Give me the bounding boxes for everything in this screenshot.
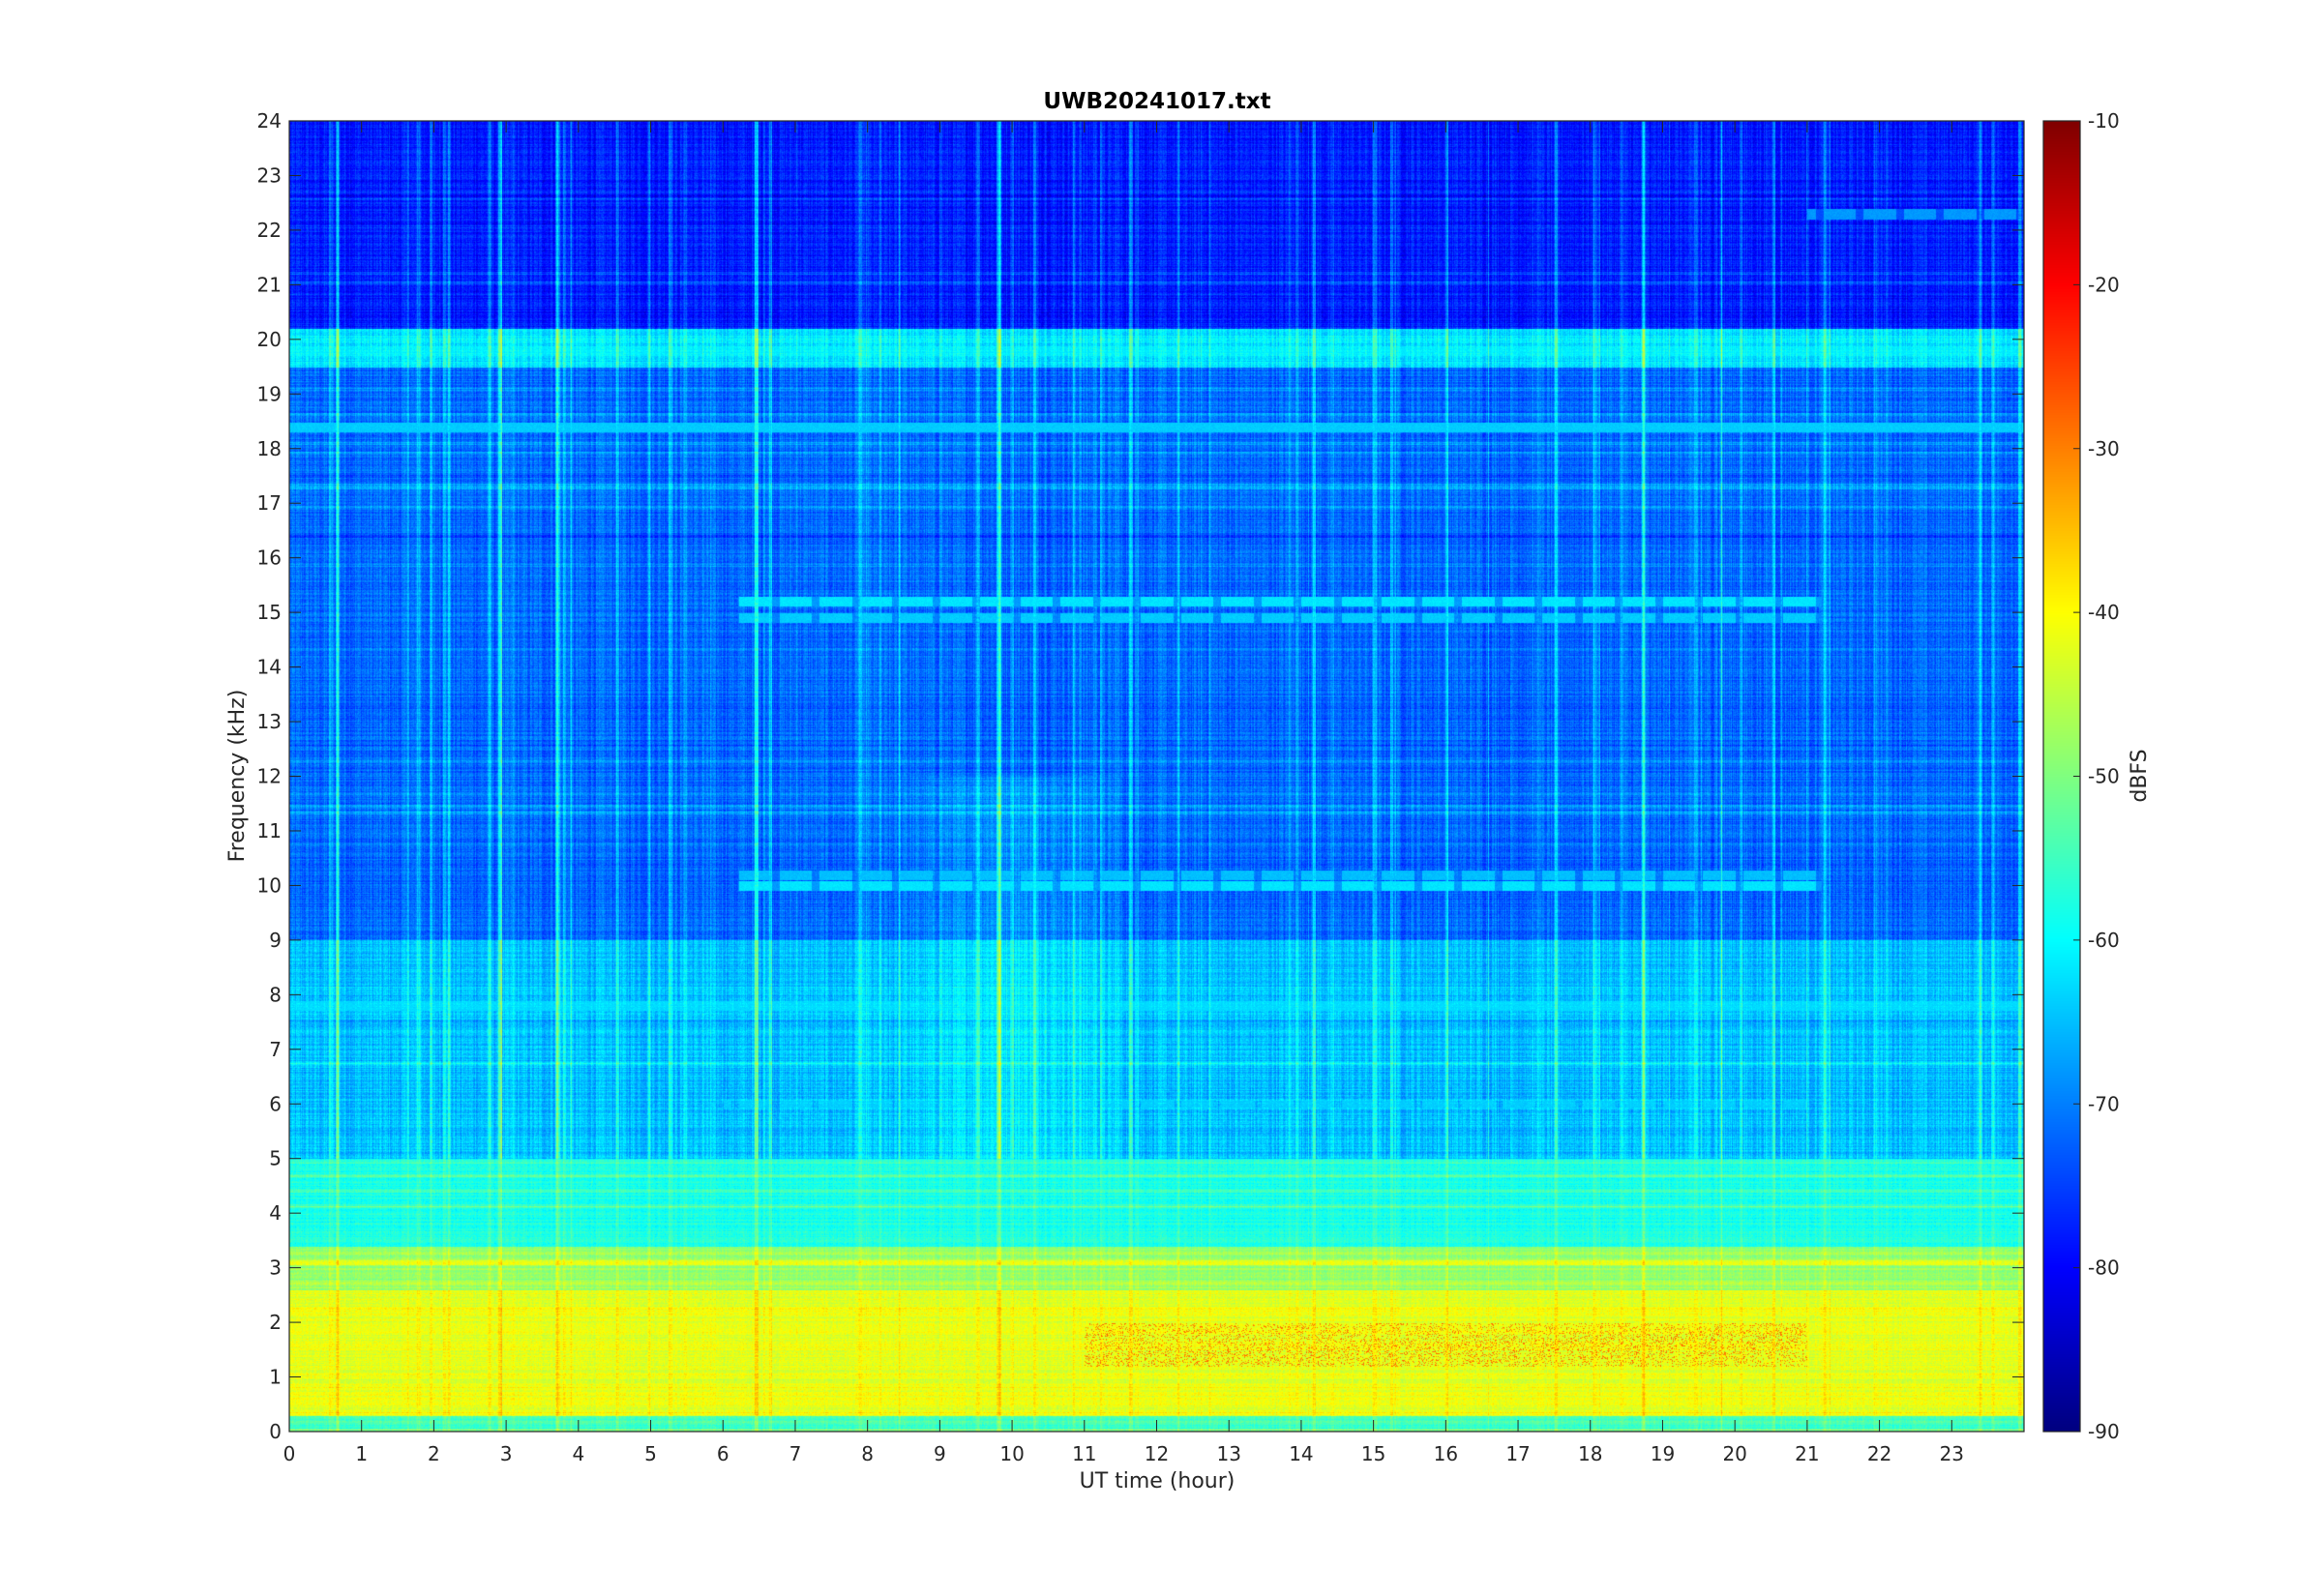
- y-tick-label: 22: [257, 219, 282, 242]
- x-tick-label: 8: [861, 1442, 874, 1465]
- x-tick-label: 6: [717, 1442, 729, 1465]
- colorbar-tick-label: -90: [2088, 1420, 2120, 1443]
- x-tick-label: 9: [934, 1442, 946, 1465]
- x-tick-label: 23: [1940, 1442, 1964, 1465]
- x-tick-label: 1: [355, 1442, 368, 1465]
- y-axis-label: Frequency (kHz): [225, 690, 250, 863]
- plot-frame: [288, 120, 2025, 1433]
- x-tick-label: 20: [1722, 1442, 1746, 1465]
- colorbar-tick-label: -60: [2088, 929, 2120, 952]
- colorbar-tick-label: -40: [2088, 601, 2120, 624]
- y-tick-label: 19: [257, 382, 282, 405]
- y-tick-label: 2: [269, 1311, 282, 1334]
- colorbar-tick-label: -50: [2088, 765, 2120, 788]
- x-tick-label: 17: [1505, 1442, 1530, 1465]
- x-tick-label: 11: [1072, 1442, 1096, 1465]
- x-axis-ticks: 0 1 2 3 4 5 6 7 8 9 10 11 12 13 14 15 16 17 18 19 20 21 22 23: [283, 121, 1964, 1465]
- x-tick-label: 2: [428, 1442, 440, 1465]
- y-tick-label: 10: [257, 873, 282, 897]
- colorbar-tick-label: -70: [2088, 1092, 2120, 1115]
- x-tick-label: 15: [1361, 1442, 1385, 1465]
- y-tick-label: 3: [269, 1256, 282, 1280]
- x-tick-label: 7: [789, 1442, 802, 1465]
- x-tick-label: 22: [1867, 1442, 1891, 1465]
- y-tick-label: 13: [257, 710, 282, 733]
- chart-title: UWB20241017.txt: [1043, 89, 1270, 114]
- y-tick-label: 8: [269, 983, 282, 1006]
- y-tick-label: 5: [269, 1147, 282, 1170]
- y-tick-label: 21: [257, 273, 282, 296]
- y-tick-label: 7: [269, 1038, 282, 1061]
- y-tick-label: 9: [269, 929, 282, 952]
- colorbar-label: dBFS: [2128, 749, 2152, 802]
- y-tick-label: 16: [257, 547, 282, 570]
- x-tick-label: 4: [572, 1442, 584, 1465]
- x-tick-label: 3: [500, 1442, 513, 1465]
- spectrogram-image: [289, 121, 2024, 1432]
- x-tick-label: 18: [1578, 1442, 1602, 1465]
- y-tick-label: 12: [257, 765, 282, 788]
- x-tick-label: 5: [644, 1442, 657, 1465]
- y-tick-label: 15: [257, 601, 282, 624]
- y-tick-label: 6: [269, 1092, 282, 1115]
- y-tick-label: 1: [269, 1366, 282, 1389]
- y-tick-label: 18: [257, 437, 282, 460]
- colorbar-tick-label: -80: [2088, 1256, 2120, 1280]
- y-tick-label: 20: [257, 328, 282, 351]
- x-tick-label: 21: [1795, 1442, 1819, 1465]
- y-tick-label: 24: [257, 109, 282, 133]
- y-tick-label: 14: [257, 656, 282, 679]
- x-tick-label: 10: [999, 1442, 1024, 1465]
- colorbar-tick-label: -10: [2088, 109, 2120, 133]
- y-tick-label: 4: [269, 1201, 282, 1225]
- x-tick-label: 13: [1216, 1442, 1240, 1465]
- y-tick-label: 11: [257, 819, 282, 842]
- colorbar-ticks: -90 -80 -70 -60 -50 -40 -30 -20 -10: [2073, 109, 2120, 1443]
- colorbar-tick-label: -20: [2088, 273, 2120, 296]
- x-axis-label: UT time (hour): [1080, 1469, 1235, 1493]
- y-tick-label: 23: [257, 163, 282, 187]
- x-tick-label: 14: [1289, 1442, 1313, 1465]
- x-tick-label: 12: [1145, 1442, 1169, 1465]
- y-tick-label: 0: [269, 1420, 282, 1443]
- x-tick-label: 0: [283, 1442, 296, 1465]
- x-tick-label: 19: [1651, 1442, 1675, 1465]
- colorbar-tick-label: -30: [2088, 437, 2120, 460]
- x-tick-label: 16: [1434, 1442, 1458, 1465]
- y-tick-label: 17: [257, 491, 282, 515]
